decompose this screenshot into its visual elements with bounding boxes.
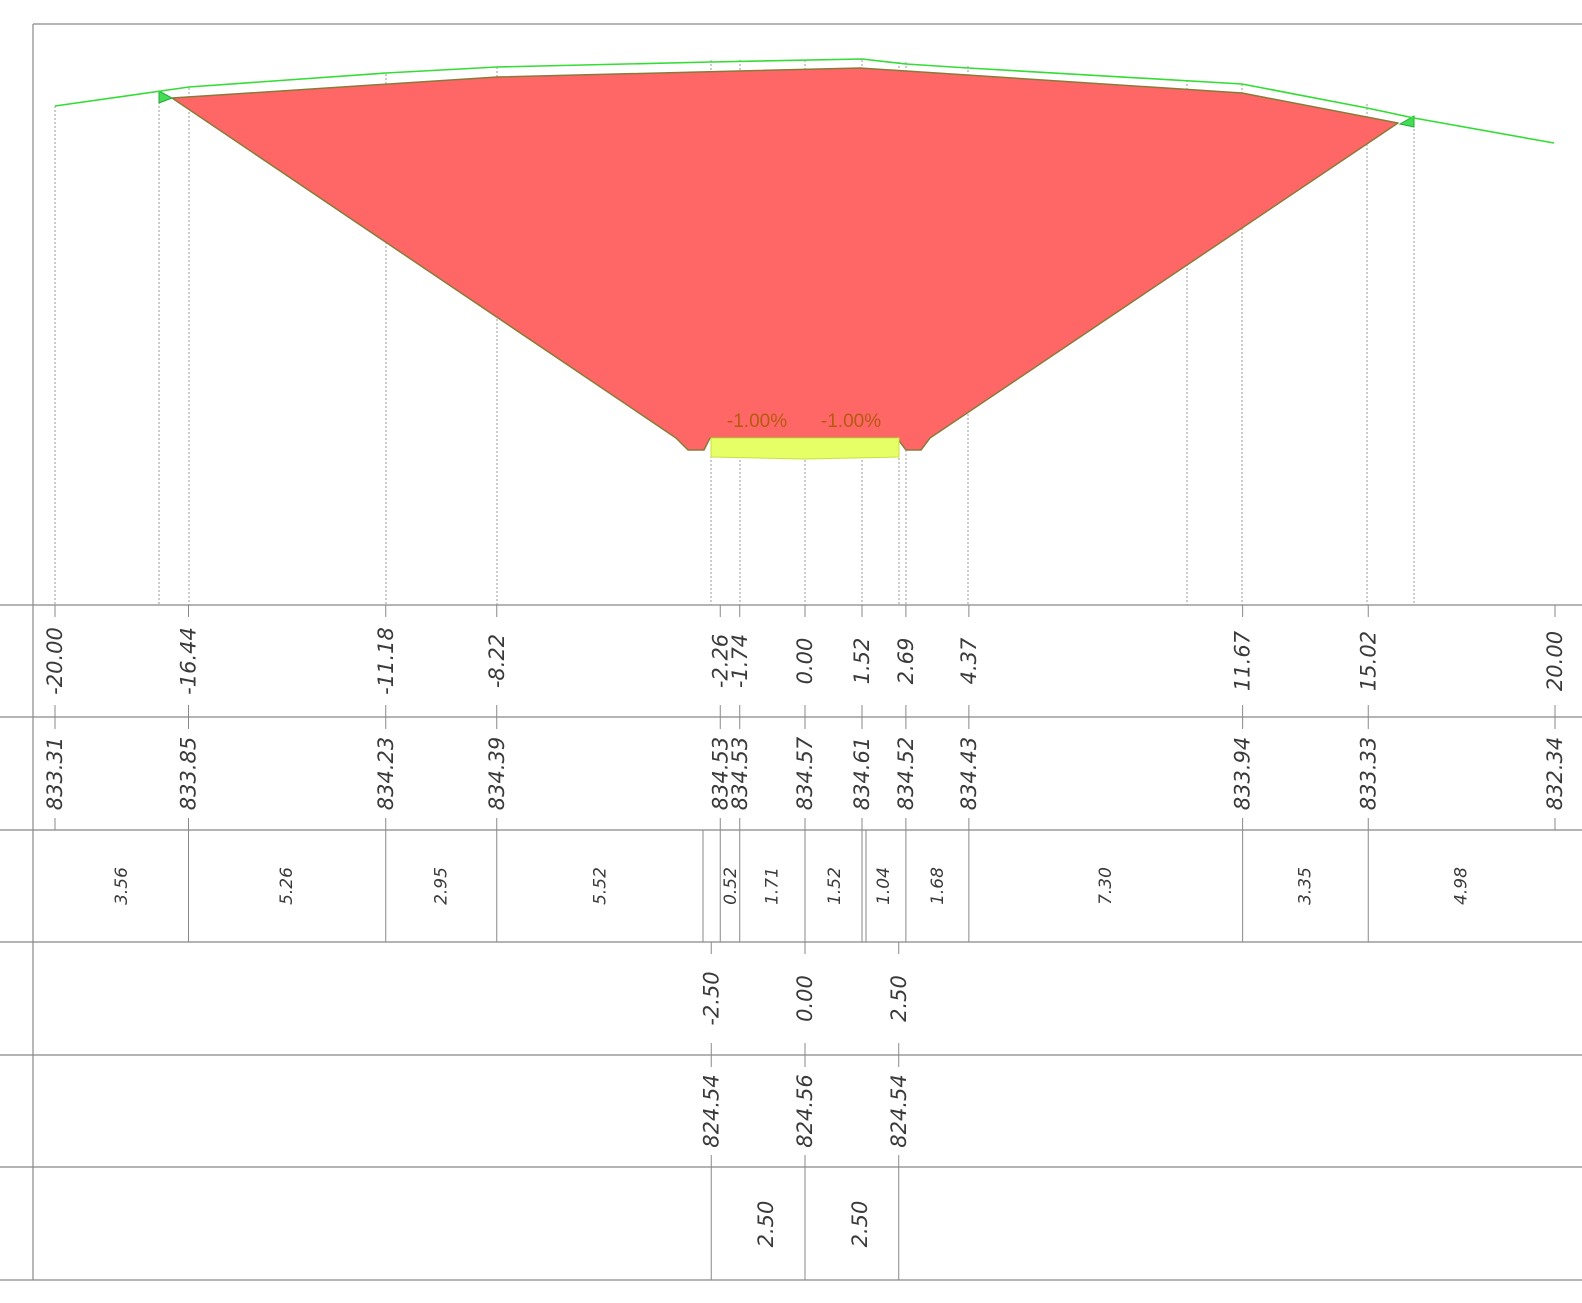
band-value: 3.35 [1296,867,1316,905]
band-value: -11.18 [374,627,398,695]
band-value: 3.56 [112,867,132,905]
band-design-distances: 2.50 2.50 [710,1167,900,1280]
band-value: -8.22 [485,634,509,688]
band-design-offsets: -2.50 0.00 2.50 [699,942,911,1055]
band-value: 20.00 [1543,631,1567,691]
band-ground-offsets: -20.00 -16.44 -11.18 -8.22 -2.26-1.74 0.00 1.5… [43,605,1567,717]
band-value: 0.00 [793,975,817,1022]
band-value: 834.43 [957,737,981,810]
band-design-elevations: 824.54 824.56 824.54 [699,1055,911,1167]
band-value: 0.00 [793,638,817,685]
band-value: 1.52 [825,867,845,905]
band-value: -2.26 [708,634,732,688]
band-value: 2.95 [431,867,451,905]
band-value: -1.74 [728,634,752,688]
band-value: 834.53 [728,737,752,810]
band-value: -16.44 [177,627,201,695]
band-value: 2.50 [754,1201,778,1248]
band-value: 1.68 [928,867,948,905]
band-value: 5.26 [277,867,297,905]
band-value: 2.50 [887,975,911,1022]
band-value: 824.54 [699,1074,723,1147]
band-value: 15.02 [1356,631,1380,691]
band-value: 833.33 [1356,737,1380,810]
band-value: 832.34 [1543,737,1567,810]
band-ground-distances: 3.56 5.26 2.95 5.52 0.52 1.71 1.52 1.04 1.68 7.30… [112,830,1472,942]
band-value: 11.67 [1231,630,1255,691]
band-value: 1.71 [762,867,782,905]
band-value: 834.39 [485,737,509,810]
band-value: 833.85 [177,737,201,810]
band-value: 2.69 [894,638,918,685]
band-value: 824.56 [793,1074,817,1147]
pavement-layer [710,437,900,460]
band-value: 0.52 [721,867,741,905]
band-value: 833.31 [43,737,67,810]
right-catch-wedge [1398,115,1415,128]
existing-ground-line [54,58,1555,144]
band-value: 824.54 [887,1074,911,1147]
band-value: 834.57 [793,736,817,810]
band-value: -2.50 [699,971,723,1025]
left-catch-wedge [158,90,174,104]
band-value: 834.23 [374,737,398,810]
frame [0,23,1582,1281]
band-value: -20.00 [43,627,67,695]
band-value: 834.52 [894,737,918,810]
band-value: 4.37 [957,637,981,684]
band-value: 834.53 [708,737,732,810]
band-value: 4.98 [1452,867,1472,905]
slope-label-left: -1.00% [727,411,787,432]
band-value: 1.04 [874,867,894,905]
band-value: 5.52 [590,867,610,905]
cut-area [171,67,1399,451]
band-value: 834.61 [850,737,874,810]
slope-label-right: -1.00% [821,411,881,432]
band-value: 833.94 [1231,737,1255,810]
band-value: 2.50 [848,1201,872,1248]
band-value: 1.52 [850,638,874,685]
band-value: 7.30 [1096,867,1116,905]
